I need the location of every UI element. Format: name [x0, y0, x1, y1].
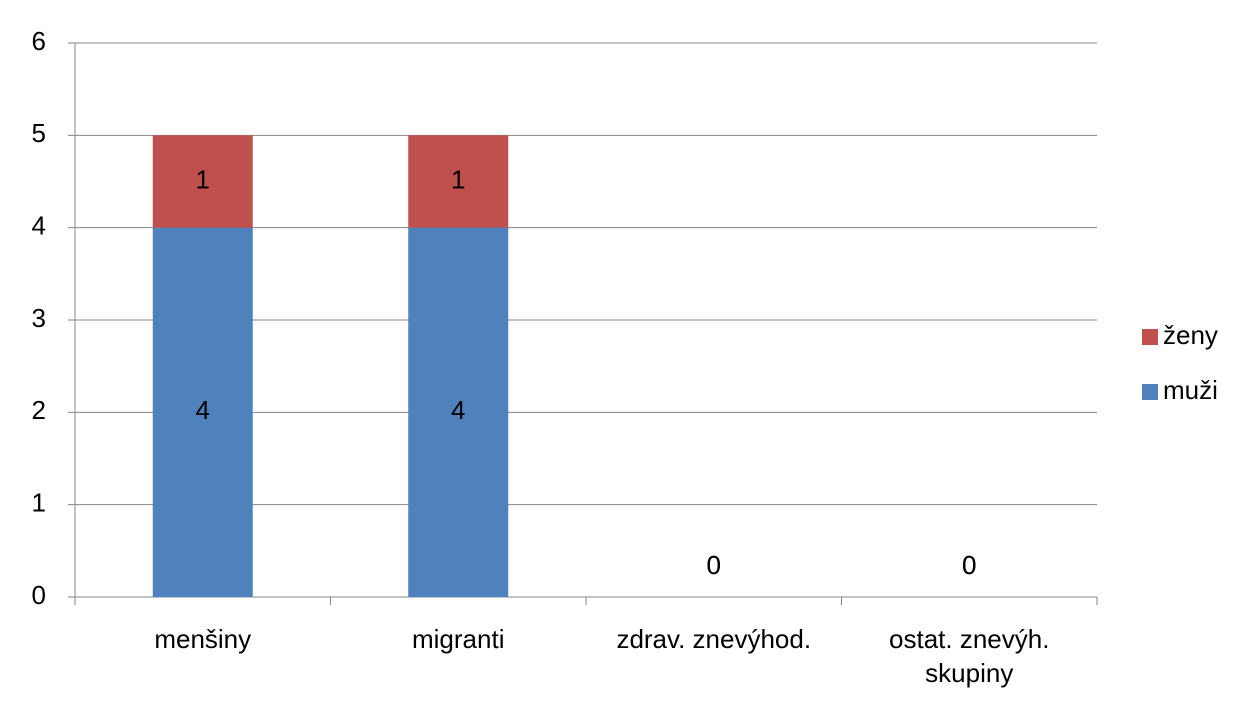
legend-label: muži: [1163, 375, 1218, 405]
legend-label: ženy: [1163, 320, 1218, 350]
bar-segment: [408, 135, 509, 228]
data-label: 0: [962, 550, 976, 580]
y-tick-label: 4: [32, 211, 46, 241]
x-tick-label: ostat. znevýh. skupiny: [889, 624, 1050, 688]
x-tick-label: menšiny: [154, 624, 252, 654]
y-tick-label: 3: [32, 303, 46, 333]
data-label: 1: [196, 164, 210, 194]
legend-swatch: [1142, 384, 1158, 400]
bar-segment: [152, 227, 253, 597]
data-label: 1: [451, 164, 465, 194]
y-tick-label: 5: [32, 118, 46, 148]
data-label: 0: [707, 550, 721, 580]
data-label: 0: [962, 550, 976, 580]
x-tick-label: migranti: [412, 624, 505, 654]
x-tick-label: zdrav. znevýhod.: [616, 624, 812, 654]
bar-segment: [152, 135, 253, 228]
y-tick-label: 1: [32, 488, 46, 518]
data-label: 4: [451, 395, 465, 425]
legend-swatch: [1142, 329, 1158, 345]
bar-segment: [408, 227, 509, 597]
data-label: 0: [707, 550, 721, 580]
y-tick-label: 2: [32, 395, 46, 425]
y-tick-label: 0: [32, 580, 46, 610]
data-label: 4: [196, 395, 210, 425]
y-tick-label: 6: [32, 26, 46, 56]
